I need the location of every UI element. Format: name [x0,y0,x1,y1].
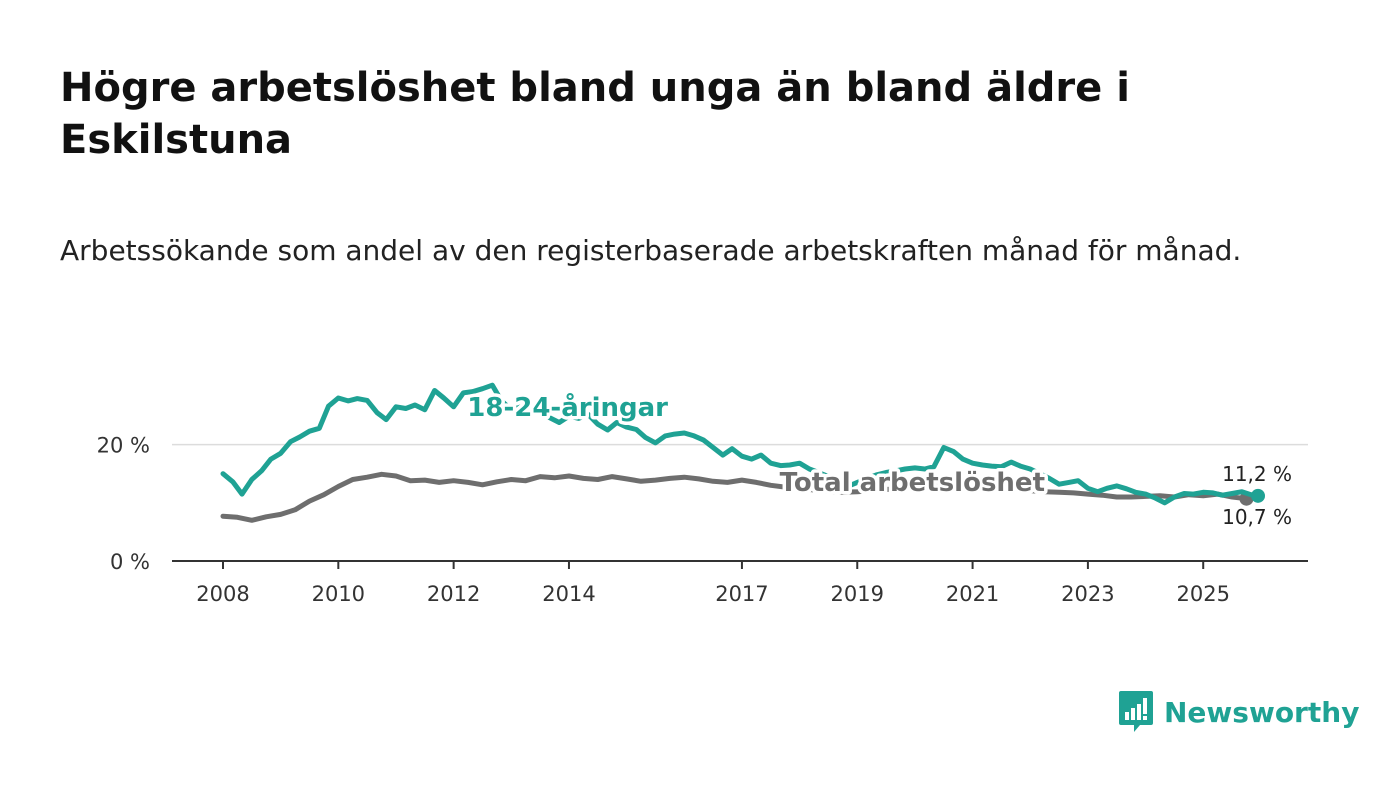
x-tick-label: 2021 [946,582,999,606]
x-tick-label: 2017 [715,582,768,606]
series-end-dot-youth [1251,488,1265,503]
x-tick-label: 2025 [1176,582,1229,606]
series-line-youth [220,382,1261,506]
series-line-total [220,471,1249,523]
end-value-label-youth: 11,2 % [1222,462,1292,486]
x-tick-label: 2014 [542,582,595,606]
label-layer: Total arbetslöshet 18-24-åringar 10,7 % 11,… [464,388,1292,530]
series-layer [220,382,1265,523]
x-tick-label: 2012 [427,582,480,606]
x-tick-label: 2019 [831,582,884,606]
x-tick-label: 2010 [312,582,365,606]
chart-title: Högre arbetslöshet bland unga än bland ä… [60,65,1130,163]
line-chart: 0 % 20 % 2008 2010 2012 2014 2017 2019 2021 2023 2… [97,382,1308,606]
x-tick-label: 2008 [196,582,249,606]
end-value-label-total: 10,7 % [1222,505,1292,529]
axis-layer: 0 % 20 % 2008 2010 2012 2014 2017 2019 2021 2023 2… [97,434,1308,606]
y-tick-label: 0 % [110,550,150,574]
newsworthy-logo: Newsworthy [1118,690,1359,734]
series-label-youth: 18-24-åringar [467,391,668,423]
series-label-total: Total arbetslöshet [780,468,1045,498]
brand-name: Newsworthy [1164,695,1360,729]
x-tick-label: 2023 [1061,582,1114,606]
bar-chart-speech-icon [1119,691,1153,732]
y-tick-label: 20 % [97,434,150,458]
chart-subtitle: Arbetssökande som andel av den registerb… [60,234,1242,267]
